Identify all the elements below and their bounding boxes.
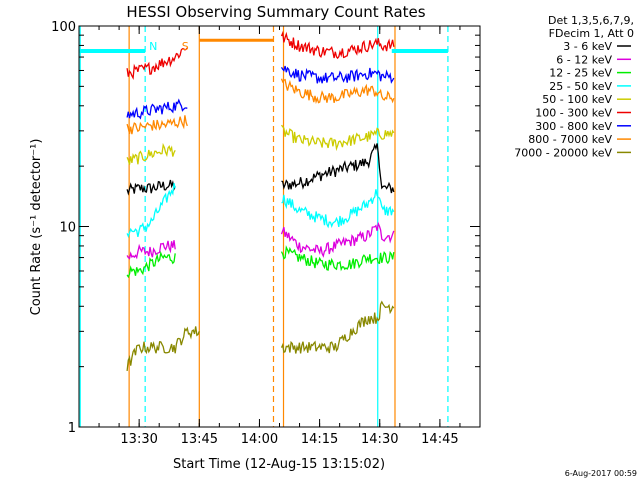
y-tick-label: 1 bbox=[68, 421, 76, 436]
x-tick-label: 14:15 bbox=[301, 432, 338, 447]
series-line bbox=[126, 47, 188, 81]
series-line bbox=[126, 98, 188, 120]
y-tick-label: 10 bbox=[59, 221, 76, 236]
series-line bbox=[280, 245, 395, 272]
series-line bbox=[280, 221, 395, 258]
series-line bbox=[126, 240, 176, 260]
series-line bbox=[126, 115, 188, 135]
legend-entry-label: 12 - 25 keV bbox=[549, 67, 612, 80]
y-tick-label: 100 bbox=[51, 20, 76, 35]
y-axis-label: Count Rate (s⁻¹ detector⁻¹) bbox=[29, 139, 44, 316]
series-line bbox=[280, 300, 395, 354]
series-line bbox=[126, 179, 176, 196]
legend-entry-label: 3 - 6 keV bbox=[563, 40, 612, 53]
legend-entry-label: 800 - 7000 keV bbox=[528, 133, 612, 146]
x-tick-label: 14:30 bbox=[361, 432, 398, 447]
legend: Det 1,3,5,6,7,9,FDecim 1, Att 03 - 6 keV… bbox=[514, 14, 634, 159]
legend-entry-label: 100 - 300 keV bbox=[535, 107, 612, 120]
series-line bbox=[280, 65, 395, 84]
series-line bbox=[126, 142, 176, 165]
legend-header: Det 1,3,5,6,7,9, bbox=[548, 14, 634, 27]
x-tick-label: 13:30 bbox=[120, 432, 157, 447]
legend-entry-label: 300 - 800 keV bbox=[535, 120, 612, 133]
series-line bbox=[281, 189, 395, 229]
y-axis: 1 10 100 bbox=[51, 20, 480, 436]
series-line bbox=[280, 78, 395, 105]
series-line bbox=[280, 124, 395, 152]
series-line bbox=[126, 250, 176, 279]
plot-timestamp: 6-Aug-2017 00:59 bbox=[565, 469, 637, 478]
x-tick-label: 13:45 bbox=[181, 432, 218, 447]
legend-entry-label: 25 - 50 keV bbox=[549, 80, 612, 93]
legend-entry-label: 50 - 100 keV bbox=[542, 93, 612, 106]
x-tick-label: 14:00 bbox=[241, 432, 278, 447]
series-line bbox=[126, 326, 200, 371]
series-line bbox=[280, 30, 395, 60]
x-axis: 13:30 13:45 14:00 14:15 14:30 14:45 bbox=[78, 26, 481, 447]
legend-entry-label: 7000 - 20000 keV bbox=[514, 146, 612, 159]
legend-header: FDecim 1, Att 0 bbox=[549, 27, 634, 40]
annotation-label: N bbox=[149, 40, 157, 53]
series-line bbox=[126, 183, 176, 238]
series-lines bbox=[126, 30, 395, 371]
x-tick-label: 14:45 bbox=[421, 432, 458, 447]
annotation-label: S bbox=[182, 40, 189, 53]
x-axis-label: Start Time (12-Aug-15 13:15:02) bbox=[173, 457, 385, 472]
series-line bbox=[281, 143, 395, 194]
chart-title: HESSI Observing Summary Count Rates bbox=[126, 3, 425, 21]
legend-entry-label: 6 - 12 keV bbox=[556, 53, 612, 66]
